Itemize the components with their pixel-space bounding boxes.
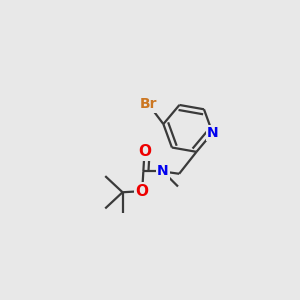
Text: N: N bbox=[157, 164, 169, 178]
Text: O: O bbox=[136, 184, 149, 199]
Text: Br: Br bbox=[140, 98, 157, 111]
Text: O: O bbox=[138, 144, 151, 159]
Text: N: N bbox=[207, 126, 218, 140]
